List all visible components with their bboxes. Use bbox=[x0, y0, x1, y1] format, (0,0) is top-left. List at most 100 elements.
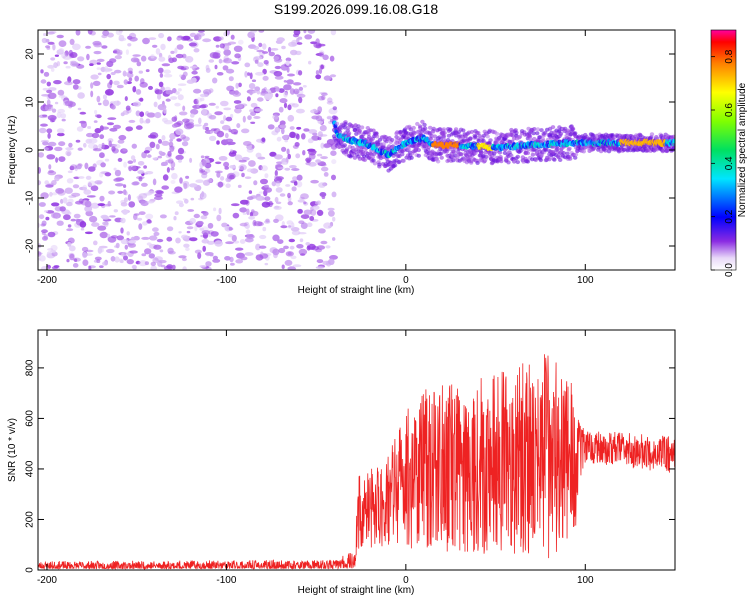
x-tick-label: 100 bbox=[577, 575, 594, 586]
noise-cell bbox=[298, 86, 304, 91]
noise-cell bbox=[303, 30, 307, 34]
noise-cell bbox=[227, 141, 236, 145]
noise-cell bbox=[116, 235, 125, 241]
noise-cell bbox=[263, 184, 270, 188]
noise-cell bbox=[121, 252, 125, 257]
noise-cell bbox=[88, 166, 96, 172]
noise-cell bbox=[66, 178, 74, 184]
noise-cell bbox=[198, 117, 202, 125]
noise-cell bbox=[50, 57, 56, 61]
noise-cell bbox=[176, 138, 182, 142]
noise-cell bbox=[43, 33, 47, 36]
noise-cell bbox=[300, 193, 309, 200]
noise-cell bbox=[317, 106, 323, 113]
noise-cell bbox=[281, 127, 285, 135]
noise-cell bbox=[182, 35, 191, 41]
noise-cell bbox=[301, 133, 306, 140]
noise-cell bbox=[188, 122, 194, 125]
noise-cell bbox=[40, 69, 44, 74]
noise-cell bbox=[217, 181, 224, 188]
noise-cell bbox=[112, 50, 118, 54]
noise-cell bbox=[200, 215, 208, 220]
noise-cell bbox=[56, 111, 62, 119]
noise-cell bbox=[50, 244, 58, 252]
noise-cell bbox=[96, 62, 101, 65]
signal-halo-cell bbox=[550, 125, 556, 130]
noise-cell bbox=[166, 236, 173, 242]
noise-cell bbox=[275, 93, 279, 98]
noise-cell bbox=[87, 180, 97, 187]
noise-cell bbox=[323, 172, 329, 177]
noise-cell bbox=[58, 95, 68, 98]
noise-cell bbox=[97, 203, 106, 207]
noise-cell bbox=[274, 126, 281, 133]
noise-cell bbox=[212, 77, 218, 84]
noise-cell bbox=[208, 59, 215, 63]
noise-cell bbox=[244, 62, 251, 68]
noise-cell bbox=[54, 175, 60, 182]
noise-cell bbox=[298, 70, 303, 76]
noise-cell bbox=[101, 142, 105, 150]
noise-cell bbox=[123, 197, 128, 203]
noise-cell bbox=[79, 111, 87, 115]
noise-cell bbox=[177, 88, 182, 92]
noise-cell bbox=[215, 105, 219, 109]
noise-cell bbox=[120, 199, 126, 204]
noise-cell bbox=[47, 41, 55, 45]
noise-cell bbox=[190, 197, 195, 201]
noise-cell bbox=[185, 247, 190, 252]
noise-cell bbox=[199, 227, 205, 231]
noise-cell bbox=[284, 259, 293, 266]
snr-y-label: SNR (10 * v/v) bbox=[7, 418, 18, 482]
noise-cell bbox=[45, 184, 54, 188]
signal-halo-cell bbox=[509, 153, 514, 158]
signal-halo-cell bbox=[538, 158, 543, 163]
signal-halo-cell bbox=[400, 152, 405, 157]
noise-cell bbox=[59, 206, 66, 212]
noise-cell bbox=[83, 142, 87, 148]
noise-cell bbox=[47, 248, 54, 251]
noise-cell bbox=[323, 75, 332, 81]
noise-cell bbox=[316, 259, 324, 264]
noise-cell bbox=[79, 221, 87, 228]
noise-cell bbox=[96, 95, 101, 103]
noise-cell bbox=[185, 175, 190, 179]
signal-halo-cell bbox=[451, 149, 457, 154]
noise-cell bbox=[261, 137, 266, 142]
noise-cell bbox=[127, 160, 134, 164]
signal-halo-cell bbox=[581, 149, 586, 154]
noise-cell bbox=[158, 150, 163, 155]
signal-core-cell bbox=[672, 138, 675, 144]
noise-cell bbox=[161, 63, 171, 67]
noise-cell bbox=[65, 147, 74, 151]
signal-halo-cell bbox=[672, 145, 675, 150]
noise-cell bbox=[156, 238, 164, 243]
noise-cell bbox=[134, 75, 139, 82]
noise-cell bbox=[273, 252, 278, 259]
signal-halo-cell bbox=[416, 153, 421, 158]
noise-cell bbox=[75, 200, 84, 205]
noise-cell bbox=[110, 255, 116, 262]
noise-cell bbox=[94, 256, 102, 261]
noise-cell bbox=[281, 221, 285, 227]
signal-halo-cell bbox=[430, 129, 436, 134]
noise-cell bbox=[219, 36, 224, 41]
noise-cell bbox=[64, 50, 69, 57]
noise-cell bbox=[38, 152, 44, 158]
noise-cell bbox=[82, 259, 89, 267]
noise-cell bbox=[303, 128, 310, 132]
signal-halo-cell bbox=[435, 159, 441, 164]
noise-cell bbox=[227, 41, 237, 45]
noise-cell bbox=[286, 148, 290, 155]
noise-cell bbox=[103, 221, 109, 227]
noise-cell bbox=[58, 48, 65, 54]
noise-cell bbox=[182, 266, 187, 270]
noise-cell bbox=[72, 84, 79, 90]
noise-cell bbox=[125, 126, 133, 132]
noise-cell bbox=[141, 55, 147, 62]
noise-cell bbox=[147, 200, 155, 204]
noise-cell bbox=[204, 155, 210, 159]
noise-cell bbox=[300, 214, 310, 220]
signal-halo-cell bbox=[423, 126, 428, 131]
noise-cell bbox=[135, 110, 141, 117]
